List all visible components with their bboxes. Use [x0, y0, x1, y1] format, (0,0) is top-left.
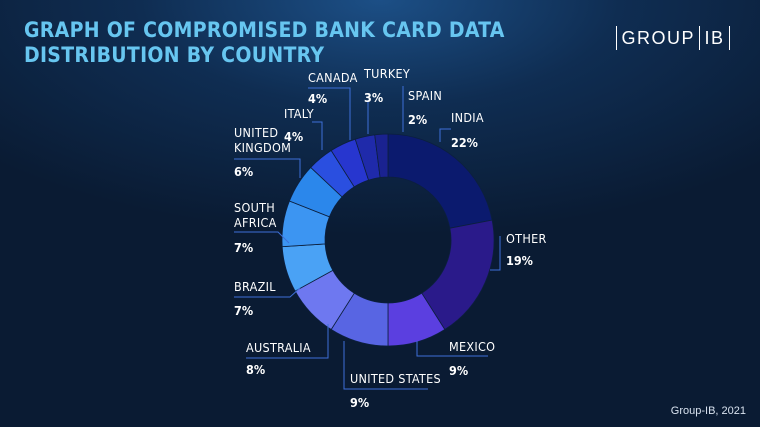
leader-lines	[234, 86, 501, 390]
leader-line-south-africa	[234, 231, 290, 244]
leader-line-brazil	[234, 287, 301, 298]
slice-value-india: 22%	[451, 135, 478, 150]
leader-line-india	[439, 128, 451, 142]
slice-label-spain: SPAIN	[408, 88, 442, 103]
slice-spain	[374, 133, 389, 178]
slice-labels: INDIA 22% OTHER 19% MEXICO 9% UNITED STATES 9% A…	[234, 66, 547, 410]
slice-label-united-kingdom: UNITED KINGDOM	[234, 125, 291, 155]
slice-label-australia: AUSTRALIA	[246, 340, 311, 355]
logo-text-ib: IB	[704, 27, 725, 48]
slice-value-italy: 4%	[284, 129, 303, 144]
slice-label-turkey: TURKEY	[363, 66, 410, 81]
slice-value-mexico: 9%	[449, 363, 468, 378]
slice-label-canada: CANADA	[308, 70, 358, 85]
slice-value-brazil: 7%	[234, 303, 253, 318]
leader-line-australia	[246, 324, 329, 359]
footer-credit: Group-IB, 2021	[670, 405, 746, 417]
slice-label-other: OTHER	[506, 231, 547, 246]
logo-bar-left	[615, 26, 618, 50]
leader-line-united-states	[343, 341, 428, 390]
donut-slices	[281, 133, 495, 347]
slice-label-south-africa: SOUTH AFRICA	[234, 200, 277, 230]
slice-label-united-states: UNITED STATES	[350, 371, 441, 386]
slice-value-other: 19%	[506, 253, 533, 268]
group-ib-logo: GROUP IB	[615, 26, 730, 50]
slice-value-united-kingdom: 6%	[234, 164, 253, 179]
logo-text-group: GROUP	[621, 27, 695, 48]
slice-value-united-states: 9%	[350, 395, 369, 410]
leader-line-united-kingdom	[234, 158, 301, 178]
slice-value-spain: 2%	[408, 112, 427, 127]
leader-line-other	[490, 236, 501, 271]
slice-label-italy: ITALY	[284, 106, 314, 121]
logo-bar-right	[728, 26, 730, 50]
slice-label-india: INDIA	[451, 110, 484, 125]
slice-value-south-africa: 7%	[234, 240, 253, 255]
slice-value-turkey: 3%	[364, 90, 383, 105]
slice-label-brazil: BRAZIL	[234, 279, 276, 294]
slice-value-canada: 4%	[308, 91, 327, 106]
slice-value-australia: 8%	[246, 362, 265, 377]
slice-label-mexico: MEXICO	[449, 339, 495, 354]
leader-line-mexico	[416, 341, 488, 357]
leader-line-italy	[312, 121, 323, 150]
logo-bar-middle	[698, 26, 701, 50]
chart-title: GRAPH OF COMPROMISED BANK CARD DATA DIST…	[24, 18, 505, 67]
leader-line-canada	[308, 87, 351, 140]
